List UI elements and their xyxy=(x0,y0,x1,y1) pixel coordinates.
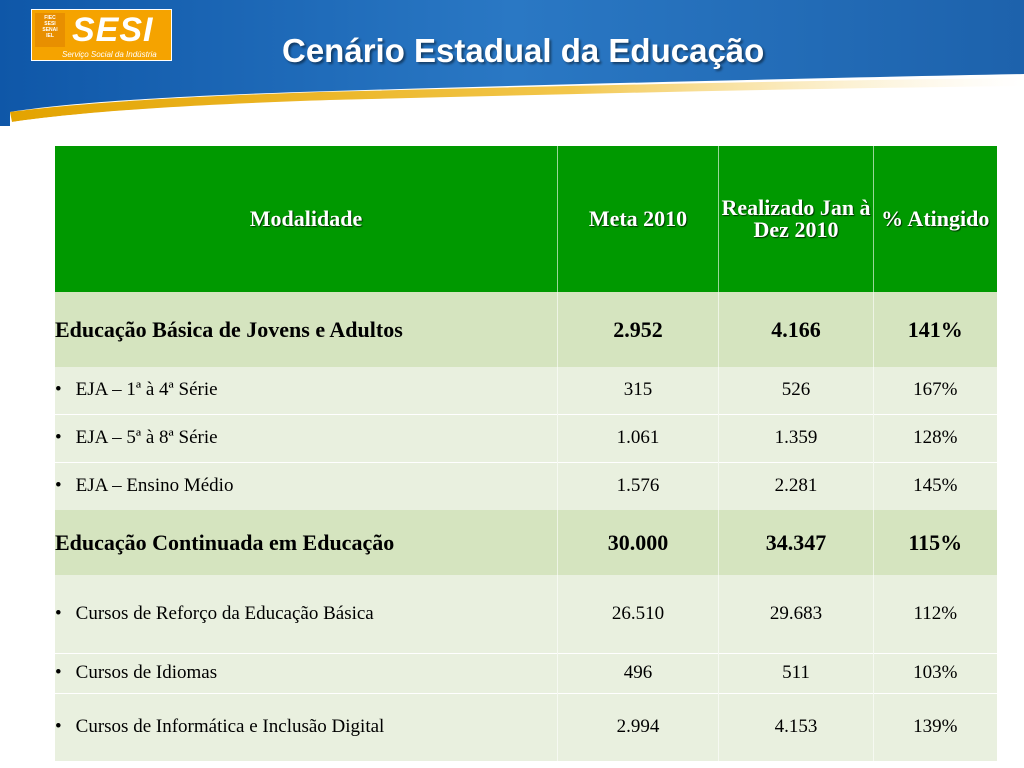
group-realizado: 4.166 xyxy=(718,292,874,367)
group-realizado: 34.347 xyxy=(718,510,874,575)
row-name: Cursos de Reforço da Educação Básica xyxy=(54,575,558,653)
row-realizado: 1.359 xyxy=(718,413,874,462)
row-name: Cursos de Idiomas xyxy=(54,652,558,693)
logo-line: SESI xyxy=(44,21,56,27)
table-row: EJA – 1ª à 4ª Série 315 526 167% xyxy=(54,367,997,414)
sesi-logo: FIEC SESI SENAI IEL SESI Serviço Social … xyxy=(31,9,172,61)
page-title: Cenário Estadual da Educação xyxy=(282,32,765,69)
group-percent: 141% xyxy=(873,292,997,367)
logo-wordmark: SESI xyxy=(72,11,154,49)
row-percent: 145% xyxy=(873,461,997,510)
logo-subtitle: Serviço Social da Indústria xyxy=(62,50,157,59)
row-name: EJA – Ensino Médio xyxy=(54,461,558,510)
table-row: Cursos de Idiomas 496 511 103% xyxy=(54,652,997,693)
col-header-meta: Meta 2010 xyxy=(557,146,719,292)
group-meta: 30.000 xyxy=(557,510,719,575)
header-banner: FIEC SESI SENAI IEL SESI Serviço Social … xyxy=(0,0,1024,130)
row-meta: 1.061 xyxy=(557,413,719,462)
row-meta: 496 xyxy=(557,652,719,693)
row-percent: 112% xyxy=(873,575,997,653)
table-header-row: Modalidade Meta 2010 Realizado Jan à Dez… xyxy=(54,146,997,292)
row-realizado: 511 xyxy=(718,652,874,693)
row-name: EJA – 5ª à 8ª Série xyxy=(54,413,558,462)
group-name: Educação Básica de Jovens e Adultos xyxy=(54,292,558,367)
row-name: Cursos de Informática e Inclusão Digital xyxy=(54,692,558,761)
row-realizado: 526 xyxy=(718,367,874,414)
table-group-row: Educação Continuada em Educação 30.000 3… xyxy=(54,510,997,575)
row-percent: 128% xyxy=(873,413,997,462)
row-meta: 26.510 xyxy=(557,575,719,653)
row-realizado: 4.153 xyxy=(718,692,874,761)
row-meta: 1.576 xyxy=(557,461,719,510)
table-group-row: Educação Básica de Jovens e Adultos 2.95… xyxy=(54,292,997,367)
group-name: Educação Continuada em Educação xyxy=(54,510,558,575)
logo-line: SENAI xyxy=(42,27,58,33)
row-percent: 103% xyxy=(873,652,997,693)
row-meta: 315 xyxy=(557,367,719,414)
logo-affiliates-block: FIEC SESI SENAI IEL xyxy=(35,13,65,47)
row-percent: 167% xyxy=(873,367,997,414)
col-header-modalidade: Modalidade xyxy=(54,146,558,292)
row-realizado: 29.683 xyxy=(718,575,874,653)
banner-background xyxy=(0,0,1024,130)
group-percent: 115% xyxy=(873,510,997,575)
col-header-realizado: Realizado Jan à Dez 2010 xyxy=(718,146,874,292)
logo-line: IEL xyxy=(46,33,54,39)
group-meta: 2.952 xyxy=(557,292,719,367)
table-row: EJA – Ensino Médio 1.576 2.281 145% xyxy=(54,461,997,510)
row-name: EJA – 1ª à 4ª Série xyxy=(54,367,558,414)
row-realizado: 2.281 xyxy=(718,461,874,510)
table-row: EJA – 5ª à 8ª Série 1.061 1.359 128% xyxy=(54,413,997,462)
table-row: Cursos de Informática e Inclusão Digital… xyxy=(54,692,997,761)
logo-line: FIEC xyxy=(44,15,56,21)
row-meta: 2.994 xyxy=(557,692,719,761)
row-percent: 139% xyxy=(873,692,997,761)
col-header-atingido: % Atingido xyxy=(873,146,997,292)
results-table: Modalidade Meta 2010 Realizado Jan à Dez… xyxy=(54,146,997,761)
table-row: Cursos de Reforço da Educação Básica 26.… xyxy=(54,575,997,653)
